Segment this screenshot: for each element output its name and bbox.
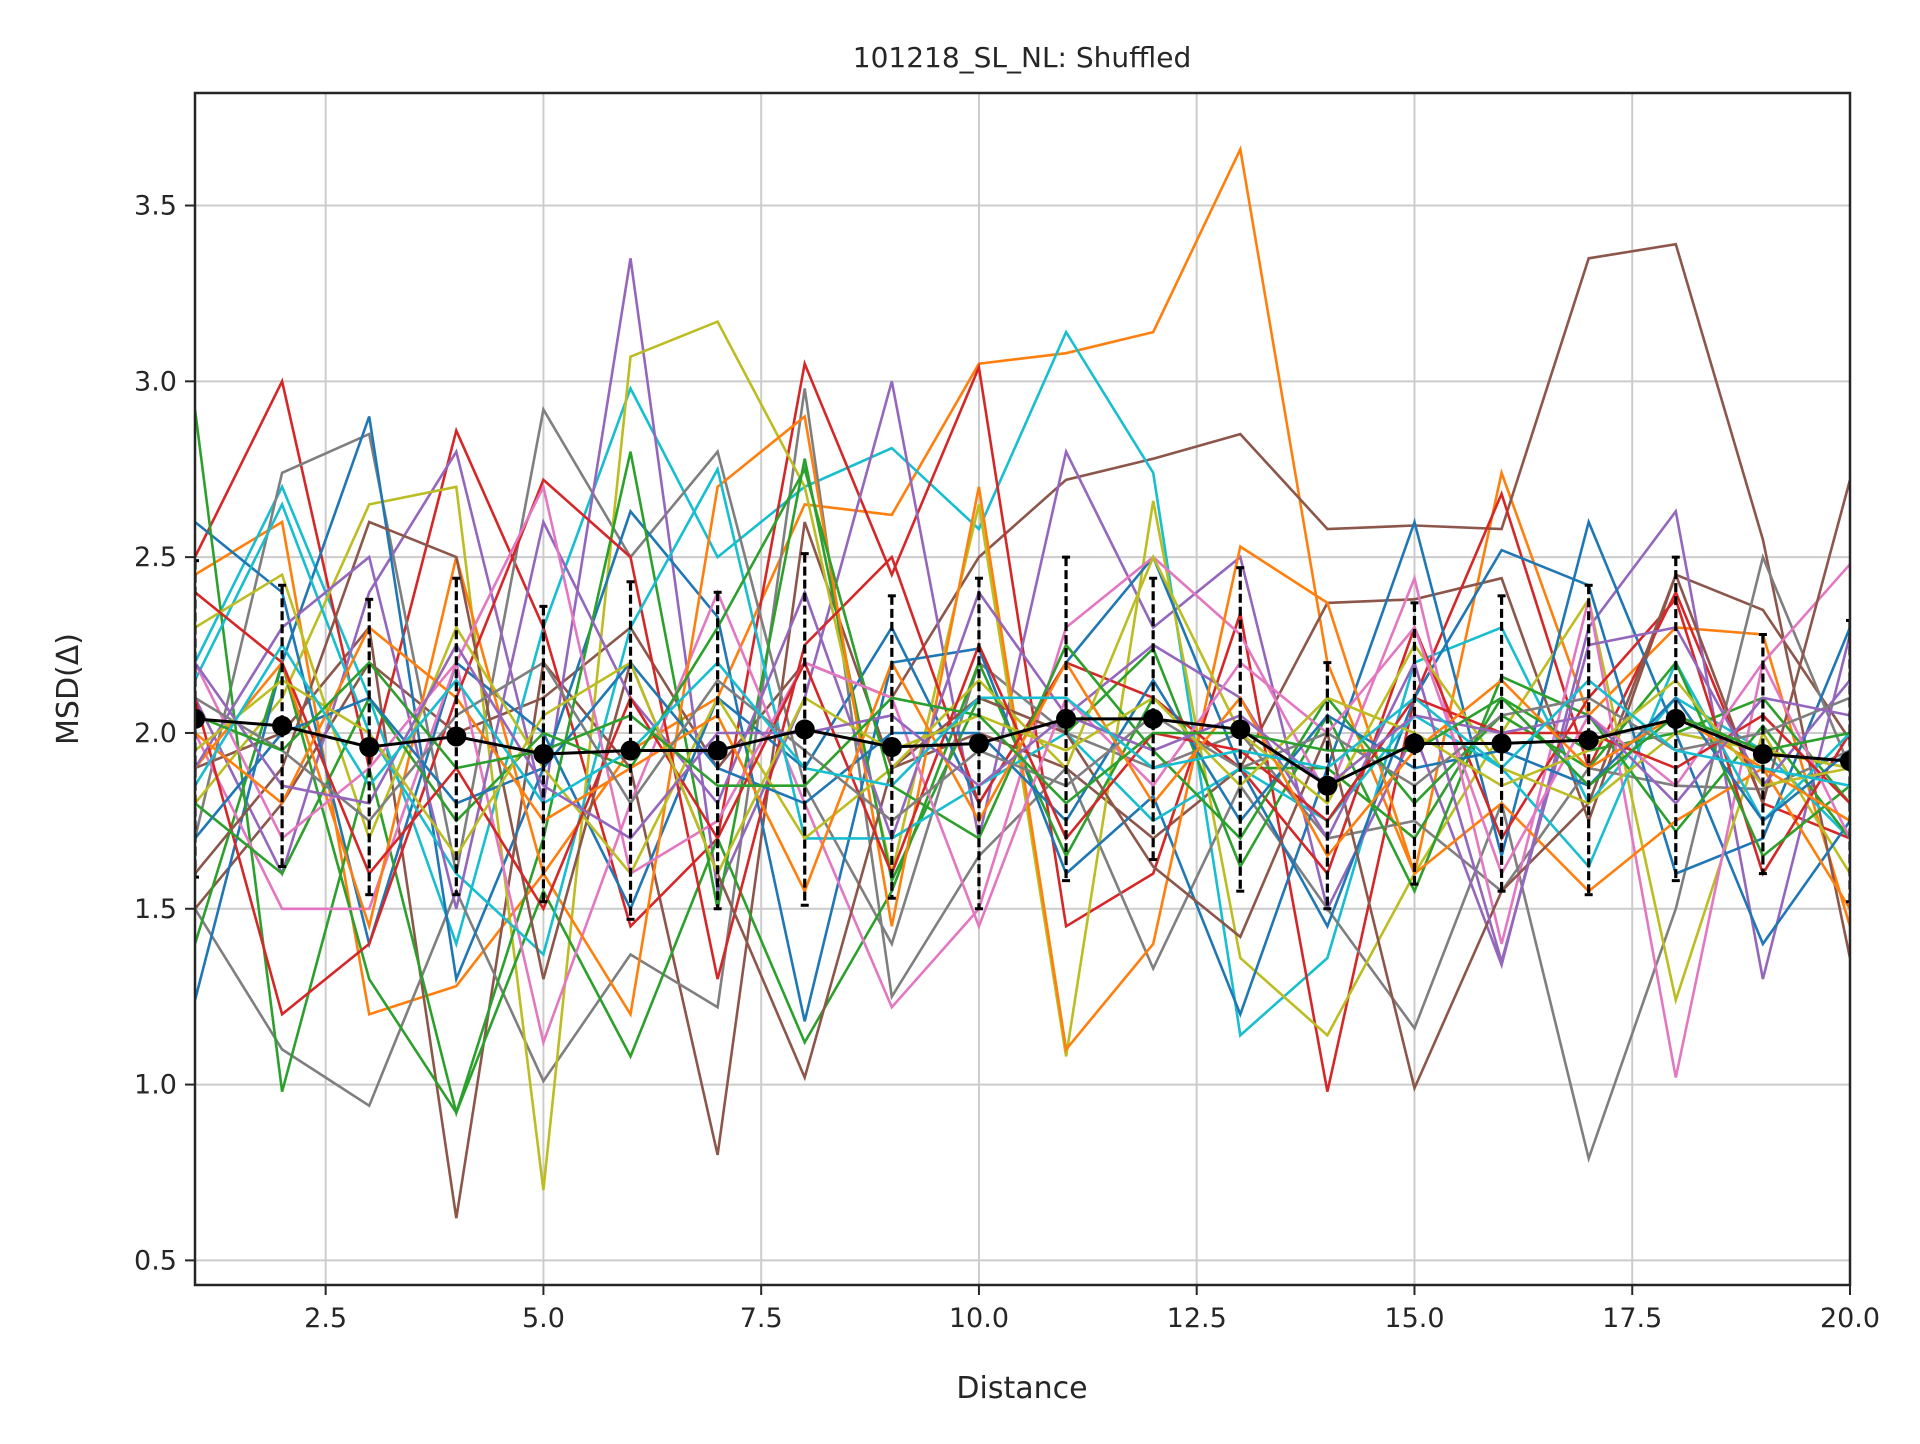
mean-point [707,740,728,761]
x-tick-label: 7.5 [740,1303,783,1334]
x-tick-label: 15.0 [1384,1303,1444,1334]
mean-point [1143,708,1164,729]
series-line-26 [195,660,1850,823]
mean-point [1665,708,1686,729]
x-axis-label: Distance [956,1371,1087,1406]
series-line-27 [195,660,1850,877]
mean-point [1840,751,1850,772]
series-line-1 [195,145,1850,1016]
y-axis-label: MSD(Δ) [51,633,86,745]
series-line-9 [195,319,1850,1191]
mean-point [272,715,293,736]
series-line-19 [195,518,1850,967]
x-tick-label: 10.0 [949,1303,1009,1334]
x-tick-label: 5.0 [522,1303,565,1334]
series-line-23 [195,660,1850,840]
y-tick-label: 1.0 [134,1070,177,1101]
series-line-20 [195,553,1850,876]
y-tick-label: 1.5 [134,894,177,925]
mean-point [1317,775,1338,796]
series-line-29 [195,660,1850,806]
mean-point [359,737,380,758]
x-tick-label: 2.5 [304,1303,347,1334]
x-tick-label: 17.5 [1602,1303,1662,1334]
x-tick-label: 20.0 [1820,1303,1880,1334]
series-line-28 [195,642,1850,841]
mean-point [1230,719,1251,740]
mean-line [195,717,1850,788]
mean-point [195,708,205,729]
y-tick-label: 2.0 [134,718,177,749]
x-tick-label: 12.5 [1167,1303,1227,1334]
mean-point [620,740,641,761]
x-axis: 2.5 5.0 7.5 10.0 12.5 15.0 17.5 20.0 [304,1285,1880,1334]
series-line-30 [195,642,1850,806]
mean-point [881,737,902,758]
mean-point [533,744,554,765]
plot-frame [193,91,1852,1287]
mean-series [195,552,1850,921]
y-tick-label: 0.5 [134,1245,177,1276]
y-axis: 0.5 1.0 1.5 2.0 2.5 3.0 3.5 [134,191,195,1276]
mean-point [1056,708,1077,729]
mean-point [1752,744,1773,765]
plot-area [195,145,1850,1219]
y-tick-label: 3.0 [134,366,177,397]
mean-point [968,733,989,754]
mean-point [446,726,467,747]
series-line-25 [195,625,1850,895]
y-tick-label: 3.5 [134,191,177,222]
mean-point [1404,733,1425,754]
mean-point [1491,733,1512,754]
series-line-8 [195,258,1850,980]
series-line-18 [195,479,1850,1093]
y-tick-label: 2.5 [134,542,177,573]
mean-point [794,719,815,740]
series-line-4 [195,329,1850,1038]
chart-title: 101218_SL_NL: Shuffled [853,41,1191,74]
mean-point [1578,729,1599,750]
